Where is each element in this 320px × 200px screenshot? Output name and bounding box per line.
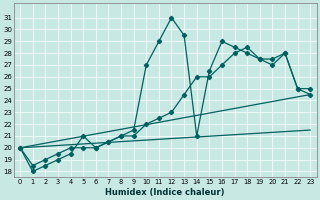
- X-axis label: Humidex (Indice chaleur): Humidex (Indice chaleur): [106, 188, 225, 197]
